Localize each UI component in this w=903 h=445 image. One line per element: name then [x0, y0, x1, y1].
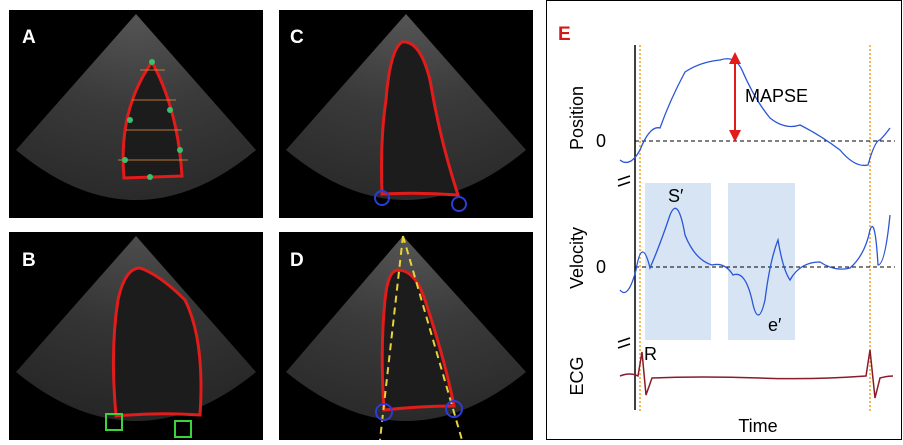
annotation: R — [644, 344, 657, 364]
panel-c: C — [279, 10, 533, 218]
annotation: MAPSE — [745, 86, 808, 106]
x-label: Time — [738, 416, 777, 436]
zero-label: 0 — [596, 131, 606, 151]
y-label: Position — [567, 86, 587, 150]
panel-e: E MAPSE S′ e′ R 0 0 Position Velocity EC… — [547, 1, 902, 440]
annotation: e′ — [768, 315, 782, 335]
panel-label: C — [290, 27, 304, 48]
panel-d: D — [279, 232, 533, 440]
panel-label: D — [290, 250, 304, 271]
annotation: S′ — [668, 186, 684, 206]
y-label: Velocity — [567, 227, 587, 289]
panel-a: A — [9, 10, 263, 218]
panel-label: E — [558, 24, 571, 45]
y-label: ECG — [567, 356, 587, 395]
panel-label: A — [22, 27, 36, 48]
figure: A C B D E — [0, 0, 903, 440]
panel-b: B — [9, 232, 263, 440]
panel-label: B — [22, 250, 36, 271]
zero-label: 0 — [596, 257, 606, 277]
